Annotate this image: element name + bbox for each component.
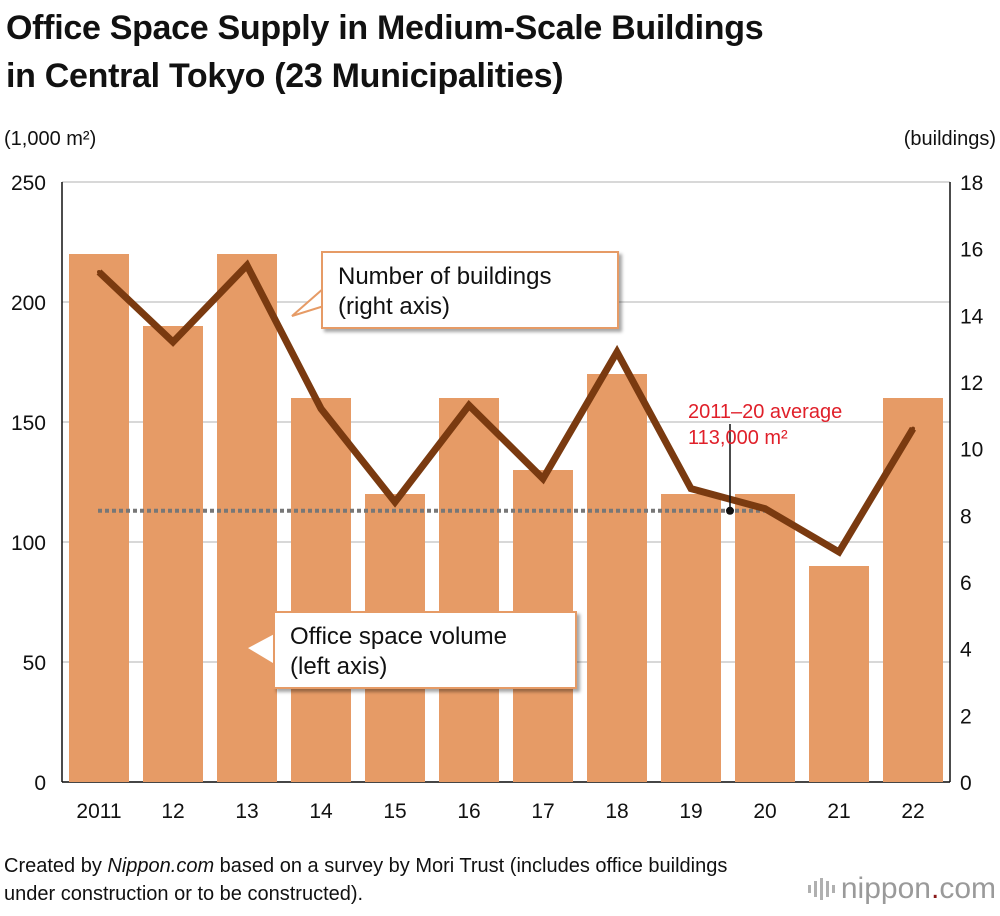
right-tick-label: 8 [960,505,972,528]
left-tick-label: 250 [11,172,46,195]
callout-buildings-box [321,251,619,329]
x-tick-label: 22 [901,800,924,823]
source-site: Nippon.com [107,855,215,877]
left-tick-label: 0 [34,772,46,795]
title-line-2: in Central Tokyo (23 Municipalities) [6,57,564,95]
x-tick-label: 15 [383,800,406,823]
logo-dot: . [930,872,940,905]
right-tick-label: 18 [960,172,983,195]
right-tick-label: 6 [960,572,972,595]
bar-14 [291,398,351,782]
right-axis-unit: (buildings) [903,128,996,150]
average-marker [726,506,734,515]
callout-buildings-text-1: Number of buildings [338,263,551,290]
left-tick-label: 200 [11,292,46,315]
average-label-2: 113,000 m² [688,427,788,449]
right-tick-label: 14 [960,305,984,328]
buildings-point-18 [615,350,619,354]
buildings-point-22 [911,426,915,431]
logo-name: nippon [840,872,931,905]
bar-16 [439,398,499,782]
callout-office-space-text-2: (left axis) [290,653,387,680]
bar-18 [587,374,647,782]
logo-tld: com [939,872,996,905]
left-tick-label: 50 [23,652,46,675]
x-tick-label: 18 [605,800,628,823]
nippon-logo: nippon.com [807,872,996,906]
right-tick-label: 16 [960,239,983,262]
callout-office-space-box [273,611,577,689]
buildings-point-2011 [97,270,101,274]
x-tick-label: 12 [161,800,184,823]
buildings-point-20 [763,506,767,511]
buildings-point-17 [541,476,545,481]
title-line-1: Office Space Supply in Medium-Scale Buil… [6,9,764,47]
bar-21 [809,566,869,782]
source-note: Created by Nippon.com based on a survey … [4,852,764,908]
left-axis-unit: (1,000 m²) [4,128,97,150]
left-tick-label: 100 [11,532,46,555]
right-tick-label: 10 [960,439,983,462]
x-tick-label: 20 [753,800,776,823]
logo-bars-icon [807,877,835,901]
bar-12 [143,326,203,782]
bar-22 [883,398,943,782]
x-tick-label: 19 [679,800,702,823]
callout-office-space: Office space volume (left axis) [243,611,577,689]
callout-buildings-text-2: (right axis) [338,293,450,320]
x-tick-label: 17 [531,800,554,823]
right-tick-label: 12 [960,372,983,395]
right-tick-label: 2 [960,705,972,728]
average-label-1: 2011–20 average [688,401,842,423]
combo-chart: 0 50 100 150 200 250 0 2 4 6 8 10 12 14 16 18 2011 12 13 14… [11,172,984,823]
x-tick-label: 2011 [76,800,121,823]
callout-office-space-text-1: Office space volume [290,623,507,650]
buildings-point-21 [837,550,841,554]
bar-13 [217,254,277,782]
x-tick-label: 21 [827,800,850,823]
buildings-point-19 [689,486,693,491]
bar-19 [661,494,721,782]
bar-2011 [69,254,129,782]
buildings-point-12 [171,340,175,344]
chart-title: Office Space Supply in Medium-Scale Buil… [6,4,986,100]
buildings-point-14 [319,406,323,411]
buildings-point-15 [393,500,397,504]
bar-20 [735,494,795,782]
buildings-point-13 [245,263,249,268]
source-rest: based on a survey by Mori Trust (include… [4,855,728,905]
callout-buildings: Number of buildings (right axis) [291,251,619,329]
buildings-point-16 [467,403,471,408]
x-tick-label: 13 [235,800,258,823]
right-tick-label: 4 [960,639,972,662]
source-prefix: Created by [4,855,108,877]
x-tick-label: 14 [309,800,333,823]
left-tick-label: 150 [11,412,46,435]
x-tick-label: 16 [457,800,480,823]
right-tick-label: 0 [960,772,972,795]
buildings-line [96,259,917,557]
